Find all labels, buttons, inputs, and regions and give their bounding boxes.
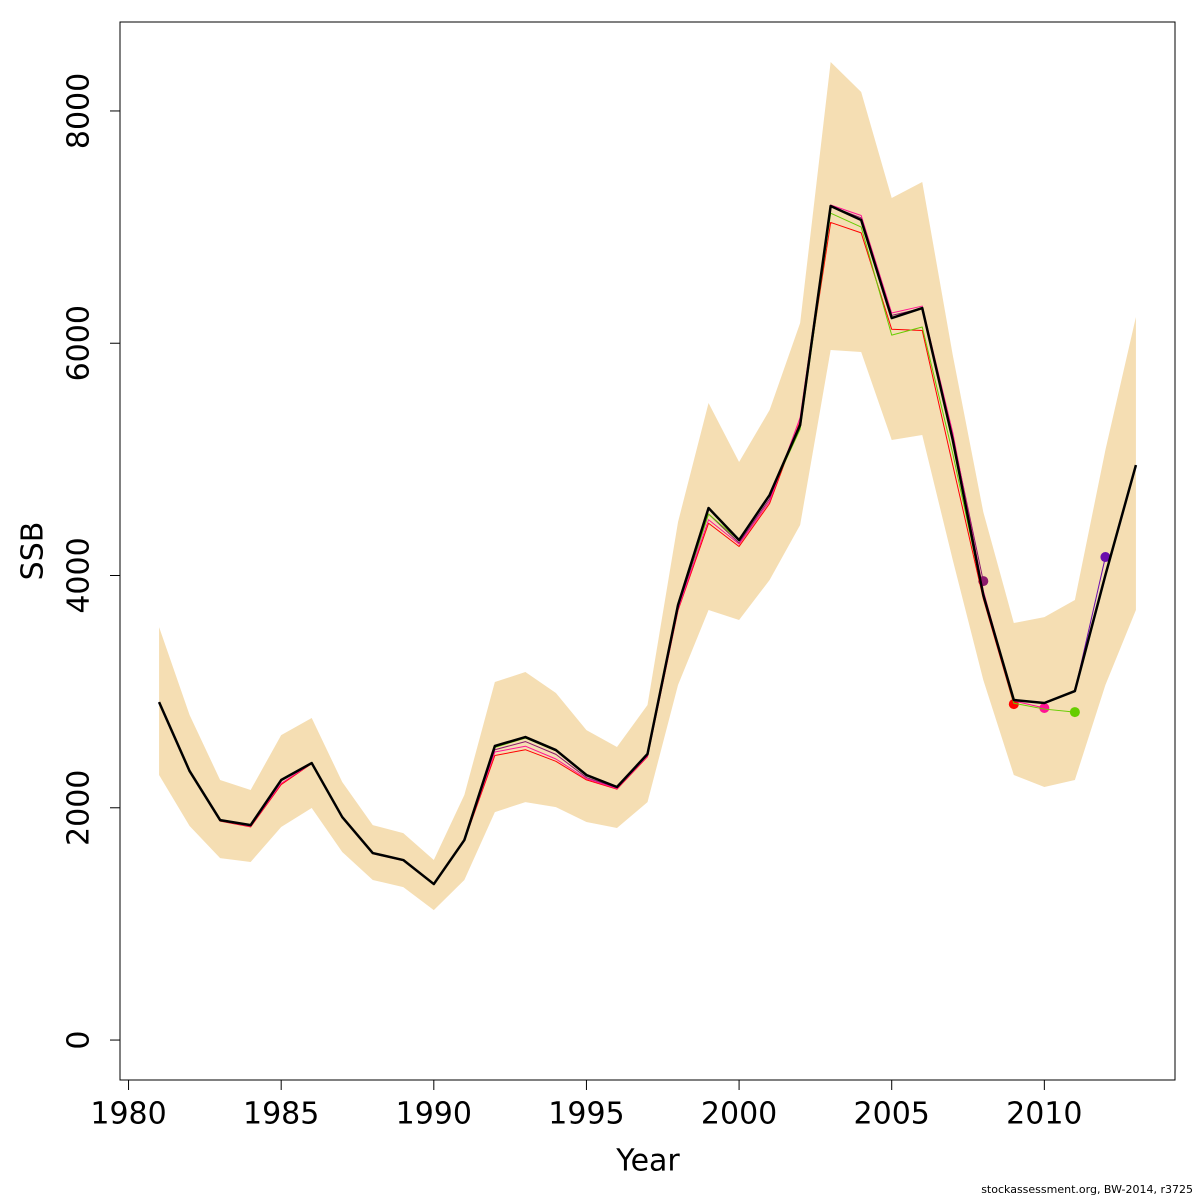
- x-tick-label: 2000: [701, 1097, 777, 1132]
- footnote: stockassessment.org, BW-2014, r3725: [981, 1183, 1193, 1196]
- x-tick-label: 1995: [548, 1097, 624, 1132]
- series-line: [157, 204, 1138, 886]
- y-tick-label: 4000: [62, 537, 97, 613]
- end-point: [1069, 707, 1080, 718]
- x-tick-label: 2010: [1006, 1097, 1082, 1132]
- plot-frame: [119, 21, 1176, 1081]
- y-axis-label: SSB: [16, 522, 51, 581]
- confidence-band: [159, 61, 1136, 911]
- x-tick-label: 1990: [396, 1097, 472, 1132]
- x-axis-label: Year: [615, 1144, 680, 1179]
- x-tick-label: 1985: [243, 1097, 319, 1132]
- y-tick-label: 2000: [62, 770, 97, 846]
- end-point: [1100, 552, 1111, 563]
- y-tick-label: 6000: [62, 305, 97, 381]
- x-tick-label: 2005: [854, 1097, 930, 1132]
- x-tick-label: 1980: [90, 1097, 166, 1132]
- end-point: [1039, 703, 1050, 714]
- y-tick-label: 8000: [62, 73, 97, 149]
- y-tick-label: 0: [62, 1031, 97, 1050]
